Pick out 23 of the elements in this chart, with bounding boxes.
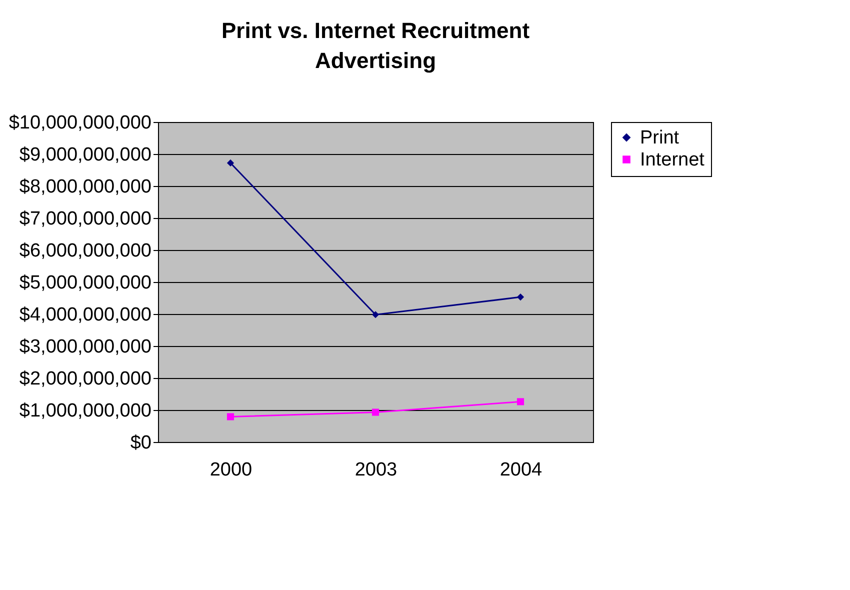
y-tick-label: $0 xyxy=(130,432,152,454)
point xyxy=(372,311,380,318)
chart-title: Print vs. Internet Recruitment Advertising xyxy=(221,18,530,73)
y-tick-label: $5,000,000,000 xyxy=(19,272,152,294)
point xyxy=(226,413,234,420)
point xyxy=(372,408,380,416)
legend-label: Internet xyxy=(640,150,706,170)
x-tick-label: 2000 xyxy=(210,460,252,480)
legend-label: Print xyxy=(640,128,680,148)
x-tick-label: 2004 xyxy=(500,460,543,480)
y-tick-label: $10,000,000,000 xyxy=(8,112,152,134)
y-tick-label: $4,000,000,000 xyxy=(19,304,152,326)
point xyxy=(516,294,524,301)
point xyxy=(516,398,524,406)
y-tick-label: $1,000,000,000 xyxy=(19,400,152,422)
y-tick-label: $9,000,000,000 xyxy=(19,144,152,166)
y-tick-label: $7,000,000,000 xyxy=(19,208,152,230)
y-tick-label: $3,000,000,000 xyxy=(19,336,152,358)
y-tick-label: $8,000,000,000 xyxy=(19,176,152,198)
x-tick-label: 2003 xyxy=(354,460,398,480)
y-tick-label: $2,000,000,000 xyxy=(19,368,152,390)
y-tick-label: $6,000,000,000 xyxy=(19,240,152,262)
point xyxy=(226,159,234,166)
